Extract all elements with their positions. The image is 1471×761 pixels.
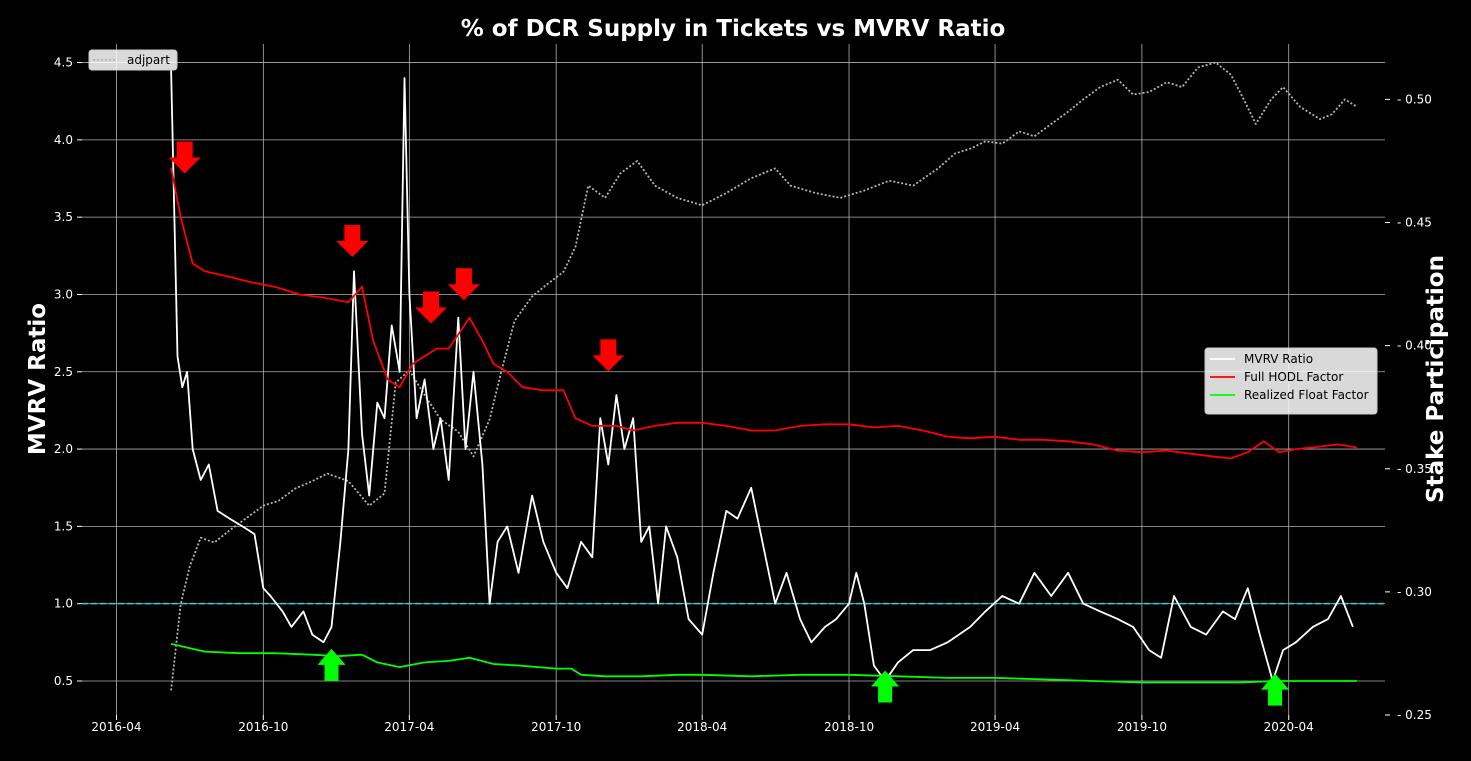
y-axis-left-ticks: 0.5 1.0 1.5 2.0 2.5 3.0 3.5 4.0 4.5 (54, 56, 82, 688)
y-left-tick-label: 1.5 (54, 519, 73, 533)
chart-title: % of DCR Supply in Tickets vs MVRV Ratio (461, 16, 1006, 42)
x-tick-label: 2019-04 (970, 720, 1020, 734)
y-right-tick-label: - 0.50 (1397, 92, 1432, 106)
x-tick-label: 2018-04 (677, 720, 727, 734)
legend-box (1204, 347, 1378, 415)
series-line-adjpart (170, 61, 1358, 691)
legend-main: MVRV Ratio Full HODL Factor Realized Float… (1204, 347, 1378, 415)
y-left-tick-label: 4.0 (54, 133, 73, 147)
y-axis-left-label: MVRV Ratio (25, 303, 51, 455)
sell-arrow-icon (415, 291, 448, 324)
x-tick-label: 2017-10 (531, 720, 581, 734)
y-left-tick-label: 3.5 (54, 210, 73, 224)
series-layer (82, 61, 1385, 691)
x-tick-label: 2016-10 (238, 720, 288, 734)
y-right-tick-label: - 0.45 (1397, 216, 1432, 230)
y-axis-right-label: Stake Participation (1423, 255, 1449, 503)
sell-arrow-icon (447, 268, 480, 301)
y-left-tick-label: 2.0 (54, 442, 73, 456)
y-left-tick-label: 0.5 (54, 674, 73, 688)
x-tick-label: 2017-04 (384, 720, 434, 734)
y-right-tick-label: - 0.40 (1397, 339, 1432, 353)
x-tick-label: 2016-04 (91, 720, 141, 734)
x-tick-label: 2019-10 (1117, 720, 1167, 734)
sell-arrow-icon (592, 339, 625, 372)
annotation-layer (168, 141, 1290, 706)
legend-label-full-hodl-factor: Full HODL Factor (1244, 370, 1343, 384)
y-left-tick-label: 2.5 (54, 365, 73, 379)
legend-label-adjpart: adjpart (127, 53, 170, 67)
y-left-tick-label: 1.0 (54, 597, 73, 611)
legend-adjpart: adjpart (88, 49, 178, 71)
buy-arrow-icon (871, 670, 900, 703)
buy-arrow-icon (317, 648, 346, 681)
sell-arrow-icon (336, 224, 369, 257)
x-axis-ticks: 2016-04 2016-10 2017-04 2017-10 2018-04 2018-… (91, 715, 1314, 734)
y-right-tick-label: - 0.35 (1397, 462, 1432, 476)
legend-box (88, 49, 178, 71)
y-axis-right-ticks: - 0.25 - 0.30 - 0.35 - 0.40 - 0.45 - 0.50 (1385, 92, 1432, 722)
y-right-tick-label: - 0.25 (1397, 708, 1432, 722)
x-tick-label: 2018-10 (824, 720, 874, 734)
x-tick-label: 2020-04 (1264, 720, 1314, 734)
legend-label-realized-float-factor: Realized Float Factor (1244, 388, 1369, 402)
sell-arrow-icon (168, 141, 201, 174)
y-left-tick-label: 3.0 (54, 287, 73, 301)
buy-arrow-icon (1261, 673, 1290, 706)
y-right-tick-label: - 0.30 (1397, 585, 1432, 599)
legend-label-mvrv-ratio: MVRV Ratio (1244, 352, 1313, 366)
y-left-tick-label: 4.5 (54, 56, 73, 70)
series-line-full-hodl-factor (170, 167, 1358, 460)
series-line-mvrv-ratio (170, 70, 1354, 682)
